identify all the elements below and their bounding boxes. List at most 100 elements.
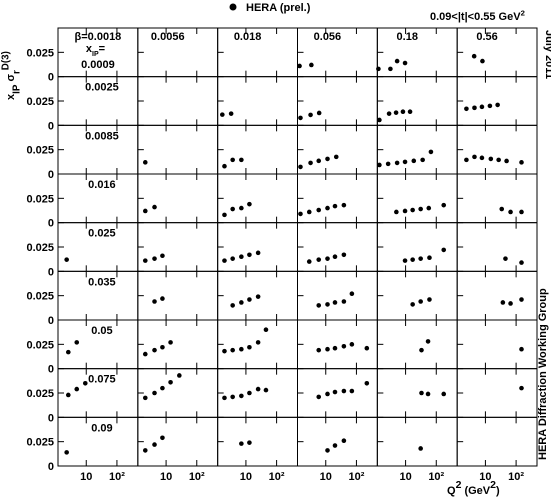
data-point [230,303,235,308]
data-point [247,440,252,445]
data-point [480,58,485,64]
data-point [325,391,330,397]
data-point [418,299,423,304]
panel-frame [297,270,378,321]
column-label: 0.018 [234,31,262,43]
y-tick-label: 0 [48,169,54,181]
data-point [220,112,225,117]
data-point [341,388,347,394]
data-point [316,110,322,116]
data-point [519,260,524,265]
data-point [464,106,469,112]
x-tick-label: 10² [348,471,364,483]
data-point [160,435,165,441]
data-point [425,391,431,397]
data-point [503,256,508,261]
x-axis-title-part: 2 [490,479,496,491]
panel-frame [376,416,458,467]
data-point [488,156,494,162]
data-point [495,102,500,108]
x-tick-label: 10² [428,471,444,483]
data-point [160,253,165,259]
data-point [519,346,524,352]
data-point [341,299,347,304]
data-point [400,109,406,115]
row-label: 0.016 [88,179,116,191]
data-point [160,296,165,301]
x-axis-title-part: ) [496,485,500,497]
panel-frame [456,76,538,126]
data-point [441,247,447,253]
column-label: 0.056 [314,31,342,43]
panel-frame [217,124,299,175]
data-point [394,209,399,215]
data-point [341,343,347,349]
y-axis-title-part: D(3) [0,51,11,70]
row-label: 0.09 [91,422,112,434]
data-point [309,62,314,68]
row-label: 0.0009 [81,59,115,71]
y-tick-label: 0 [48,120,54,132]
data-point [341,202,347,208]
data-point [222,258,227,263]
x-tick-label: 10² [508,471,524,483]
row-label: 0.075 [88,374,116,386]
data-point [411,158,417,164]
data-point [230,256,235,261]
y-axis-title-part: r [12,70,23,74]
row-label: 0.05 [91,325,112,337]
data-point [427,255,432,261]
data-point [239,254,244,260]
x-tick-label: 10 [160,471,172,483]
data-point [152,347,157,353]
y-tick-label: 0 [48,266,54,278]
data-point [519,160,524,165]
data-point [386,111,392,116]
row-label: 0.0085 [85,130,119,142]
data-point [152,256,157,261]
panel-frame [297,416,378,467]
panel-frame [137,76,219,126]
data-point [325,302,330,307]
y-tick-label: 0.025 [26,242,54,254]
panel-frame [297,124,378,175]
data-point [402,60,408,66]
annotation-part: 2 [521,9,525,18]
y-axis-title-part: IP [12,84,23,94]
column-label: 0.18 [397,31,418,43]
x-axis-title-part: 2 [456,479,462,491]
panel-frame [137,173,219,224]
data-point [427,297,432,302]
data-point [407,109,413,115]
data-point [168,340,173,345]
x-tick-label: 10 [479,471,491,483]
data-point [64,257,69,262]
panel-frame [297,319,378,370]
x-tick-label: 10² [109,471,125,483]
data-point [263,327,269,333]
data-point [325,256,330,261]
row-header: xIP= [86,43,105,58]
data-point [364,345,370,351]
data-point [519,209,524,215]
data-point [316,257,322,262]
data-point [349,342,355,347]
data-point [410,302,415,307]
row-label: 0.0025 [85,82,119,94]
panel-frame [217,222,299,272]
panel-frame [137,319,219,370]
x-tick-label: 10 [240,471,252,483]
panel-frame [297,76,378,126]
panel-frame [456,173,538,224]
data-point [222,212,227,218]
panel-frame [456,124,538,175]
panel-frame [376,76,458,126]
data-point [441,391,447,397]
data-point [332,345,338,351]
data-point [222,395,227,401]
data-point [160,385,165,391]
data-point [255,294,261,299]
y-tick-label: 0.025 [26,388,54,400]
data-point [508,209,513,215]
